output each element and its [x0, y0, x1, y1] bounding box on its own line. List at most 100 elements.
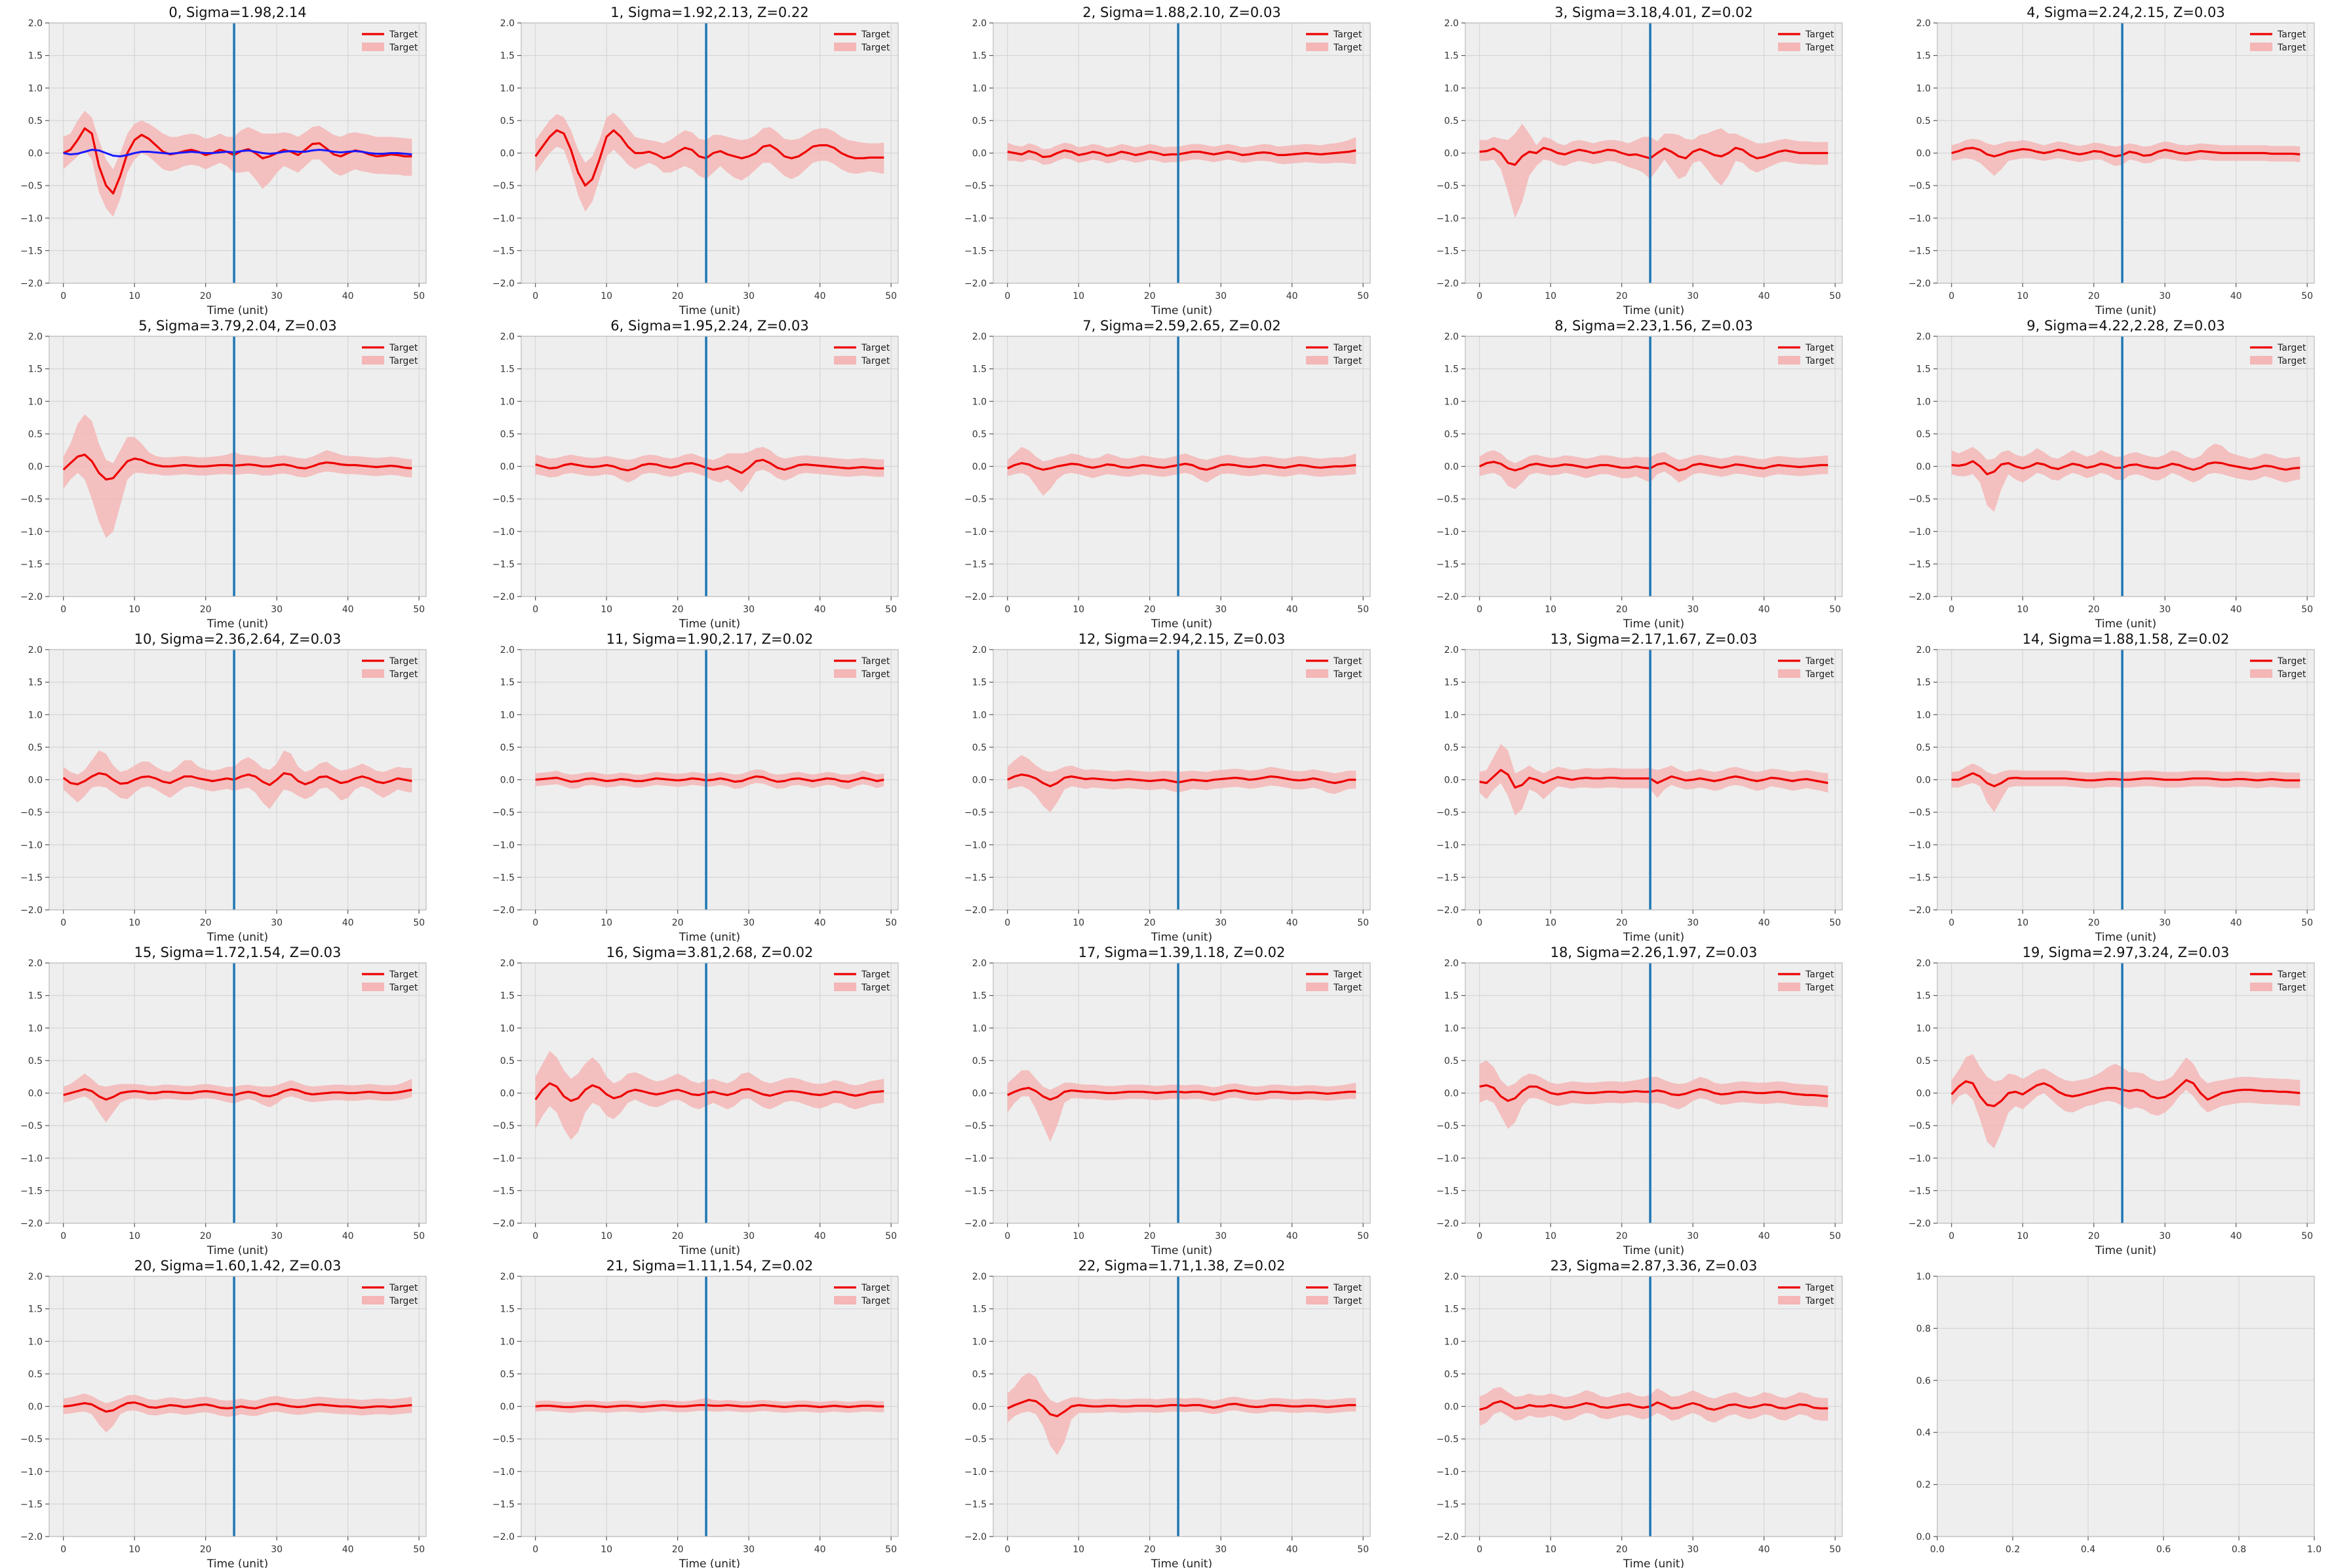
subplot-title: 5, Sigma=3.79,2.04, Z=0.03	[138, 318, 336, 334]
subplot-title: 17, Sigma=1.39,1.18, Z=0.02	[1078, 945, 1286, 960]
x-tick-label: 40	[814, 604, 826, 615]
y-tick-label: −0.5	[20, 1121, 43, 1131]
target-line	[535, 1403, 884, 1409]
x-tick-label: 0	[532, 1544, 538, 1555]
x-tick-label: 0	[1476, 604, 1482, 615]
x-axis-label: Time (unit)	[207, 1558, 268, 1568]
legend-label: Target	[1805, 43, 1834, 53]
legend-band-swatch	[1306, 669, 1328, 678]
y-tick-label: 0.4	[1916, 1428, 1931, 1438]
legend-label: Target	[389, 983, 418, 993]
x-tick-label: 50	[413, 291, 425, 302]
y-tick-label: −1.5	[964, 246, 987, 256]
x-tick-label: 50	[413, 918, 425, 928]
legend-band-swatch	[1778, 43, 1800, 51]
legend-band-swatch	[1306, 983, 1328, 991]
x-tick-label: 20	[200, 1231, 212, 1242]
legend-label: Target	[2277, 29, 2306, 40]
x-axis-label: Time (unit)	[1151, 1244, 1212, 1257]
y-tick-label: 1.5	[1916, 678, 1931, 688]
x-tick-label: 10	[2017, 1231, 2028, 1242]
x-tick-label: 50	[1829, 1231, 1841, 1242]
x-tick-label: 20	[200, 1544, 212, 1555]
target-line	[1007, 149, 1356, 159]
y-tick-label: −2.0	[20, 279, 43, 289]
y-tick-label: 0.0	[972, 462, 987, 473]
y-tick-label: −1.5	[492, 559, 515, 570]
y-tick-label: 1.5	[28, 678, 43, 688]
x-tick-label: 30	[1687, 1231, 1699, 1242]
x-tick-label: 0	[60, 291, 66, 302]
y-tick-label: 0.5	[1444, 1369, 1459, 1380]
legend-band-swatch	[834, 983, 856, 991]
y-tick-label: 1.0	[972, 710, 987, 720]
legend-label: Target	[1333, 656, 1362, 667]
y-tick-label: 0.0	[28, 149, 43, 159]
legend-label: Target	[861, 970, 890, 980]
x-tick-label: 0	[532, 291, 538, 302]
legend: Target Target	[2250, 343, 2306, 366]
x-tick-label: 40	[342, 1544, 354, 1555]
x-axis-label: Time (unit)	[2095, 931, 2156, 944]
y-tick-label: 1.5	[1444, 991, 1459, 1002]
x-tick-label: 10	[1545, 604, 1556, 615]
x-tick-label: 0	[1476, 291, 1482, 302]
legend-label: Target	[1333, 1283, 1362, 1293]
x-axis-label: Time (unit)	[679, 304, 740, 317]
legend: Target Target	[362, 1283, 418, 1306]
target-line	[63, 1088, 412, 1101]
y-tick-label: 1.0	[28, 397, 43, 407]
y-tick-label: 0.0	[1444, 149, 1459, 159]
y-tick-label: 2.0	[28, 645, 43, 656]
y-tick-label: −0.5	[1908, 494, 1931, 505]
y-tick-label: −1.0	[492, 527, 515, 538]
y-tick-label: −1.5	[20, 559, 43, 570]
y-tick-label: −1.5	[20, 872, 43, 883]
y-tick-label: 1.0	[1916, 1023, 1931, 1034]
x-axis-label: Time (unit)	[1623, 1244, 1684, 1257]
y-tick-label: −2.0	[1436, 905, 1459, 916]
x-tick-label: 10	[601, 291, 612, 302]
confidence-band	[1951, 763, 2301, 813]
x-axis-label: Time (unit)	[207, 617, 268, 631]
y-tick-label: 2.0	[28, 958, 43, 969]
y-tick-label: 2.0	[972, 645, 987, 656]
y-tick-label: 0.5	[1444, 1056, 1459, 1067]
y-tick-label: 1.0	[1916, 83, 1931, 94]
y-tick-label: 1.5	[1444, 678, 1459, 688]
legend: Target Target	[1778, 29, 1834, 53]
y-tick-label: 1.5	[28, 991, 43, 1002]
x-tick-label: 20	[1144, 1231, 1156, 1242]
x-tick-label: 10	[128, 1544, 140, 1555]
y-tick-label: 0.5	[500, 1369, 515, 1380]
y-tick-label: −0.5	[492, 1434, 515, 1445]
legend-label: Target	[1805, 656, 1834, 667]
subplot: 0 10 20 30 40 50 −2.0 −1.5 −1.0 −0.5 0.0 0.5 1.0 1.5 2…	[1908, 318, 2315, 631]
legend-label: Target	[2277, 43, 2306, 53]
subplot: 0 10 20 30 40 50 −2.0 −1.5 −1.0 −0.5 0.0 0.5 1.0 1.5 2…	[964, 5, 1371, 317]
legend-label: Target	[1333, 1296, 1362, 1306]
target-line	[1479, 1084, 1828, 1103]
x-axis-label: Time (unit)	[1623, 931, 1684, 944]
confidence-band	[1479, 450, 1828, 490]
x-tick-label: 0	[60, 1231, 66, 1242]
confidence-band	[1007, 1070, 1356, 1142]
x-tick-label: 20	[672, 291, 684, 302]
y-tick-label: −1.0	[964, 1154, 987, 1164]
legend-band-swatch	[834, 356, 856, 364]
x-tick-label: 0	[1004, 1231, 1010, 1242]
y-tick-label: −1.0	[1908, 214, 1931, 224]
y-tick-label: −1.0	[964, 840, 987, 851]
y-tick-label: −1.5	[964, 1499, 987, 1510]
legend-band-swatch	[834, 669, 856, 678]
y-tick-label: 0.0	[972, 775, 987, 786]
subplot: 0.0 0.2 0.4 0.6 0.8 1.0 0.0 0.2 0.4 0.6 0.8 1.0	[1916, 1272, 2322, 1555]
x-tick-label: 40	[814, 1544, 826, 1555]
y-tick-label: 0.0	[500, 149, 515, 159]
x-axis-label: Time (unit)	[207, 931, 268, 944]
y-tick-label: −0.5	[492, 494, 515, 505]
y-tick-label: 2.0	[1444, 1272, 1459, 1282]
subplot-title: 22, Sigma=1.71,1.38, Z=0.02	[1078, 1258, 1286, 1274]
y-tick-label: 0.5	[500, 1056, 515, 1067]
y-tick-label: 1.5	[1916, 991, 1931, 1002]
